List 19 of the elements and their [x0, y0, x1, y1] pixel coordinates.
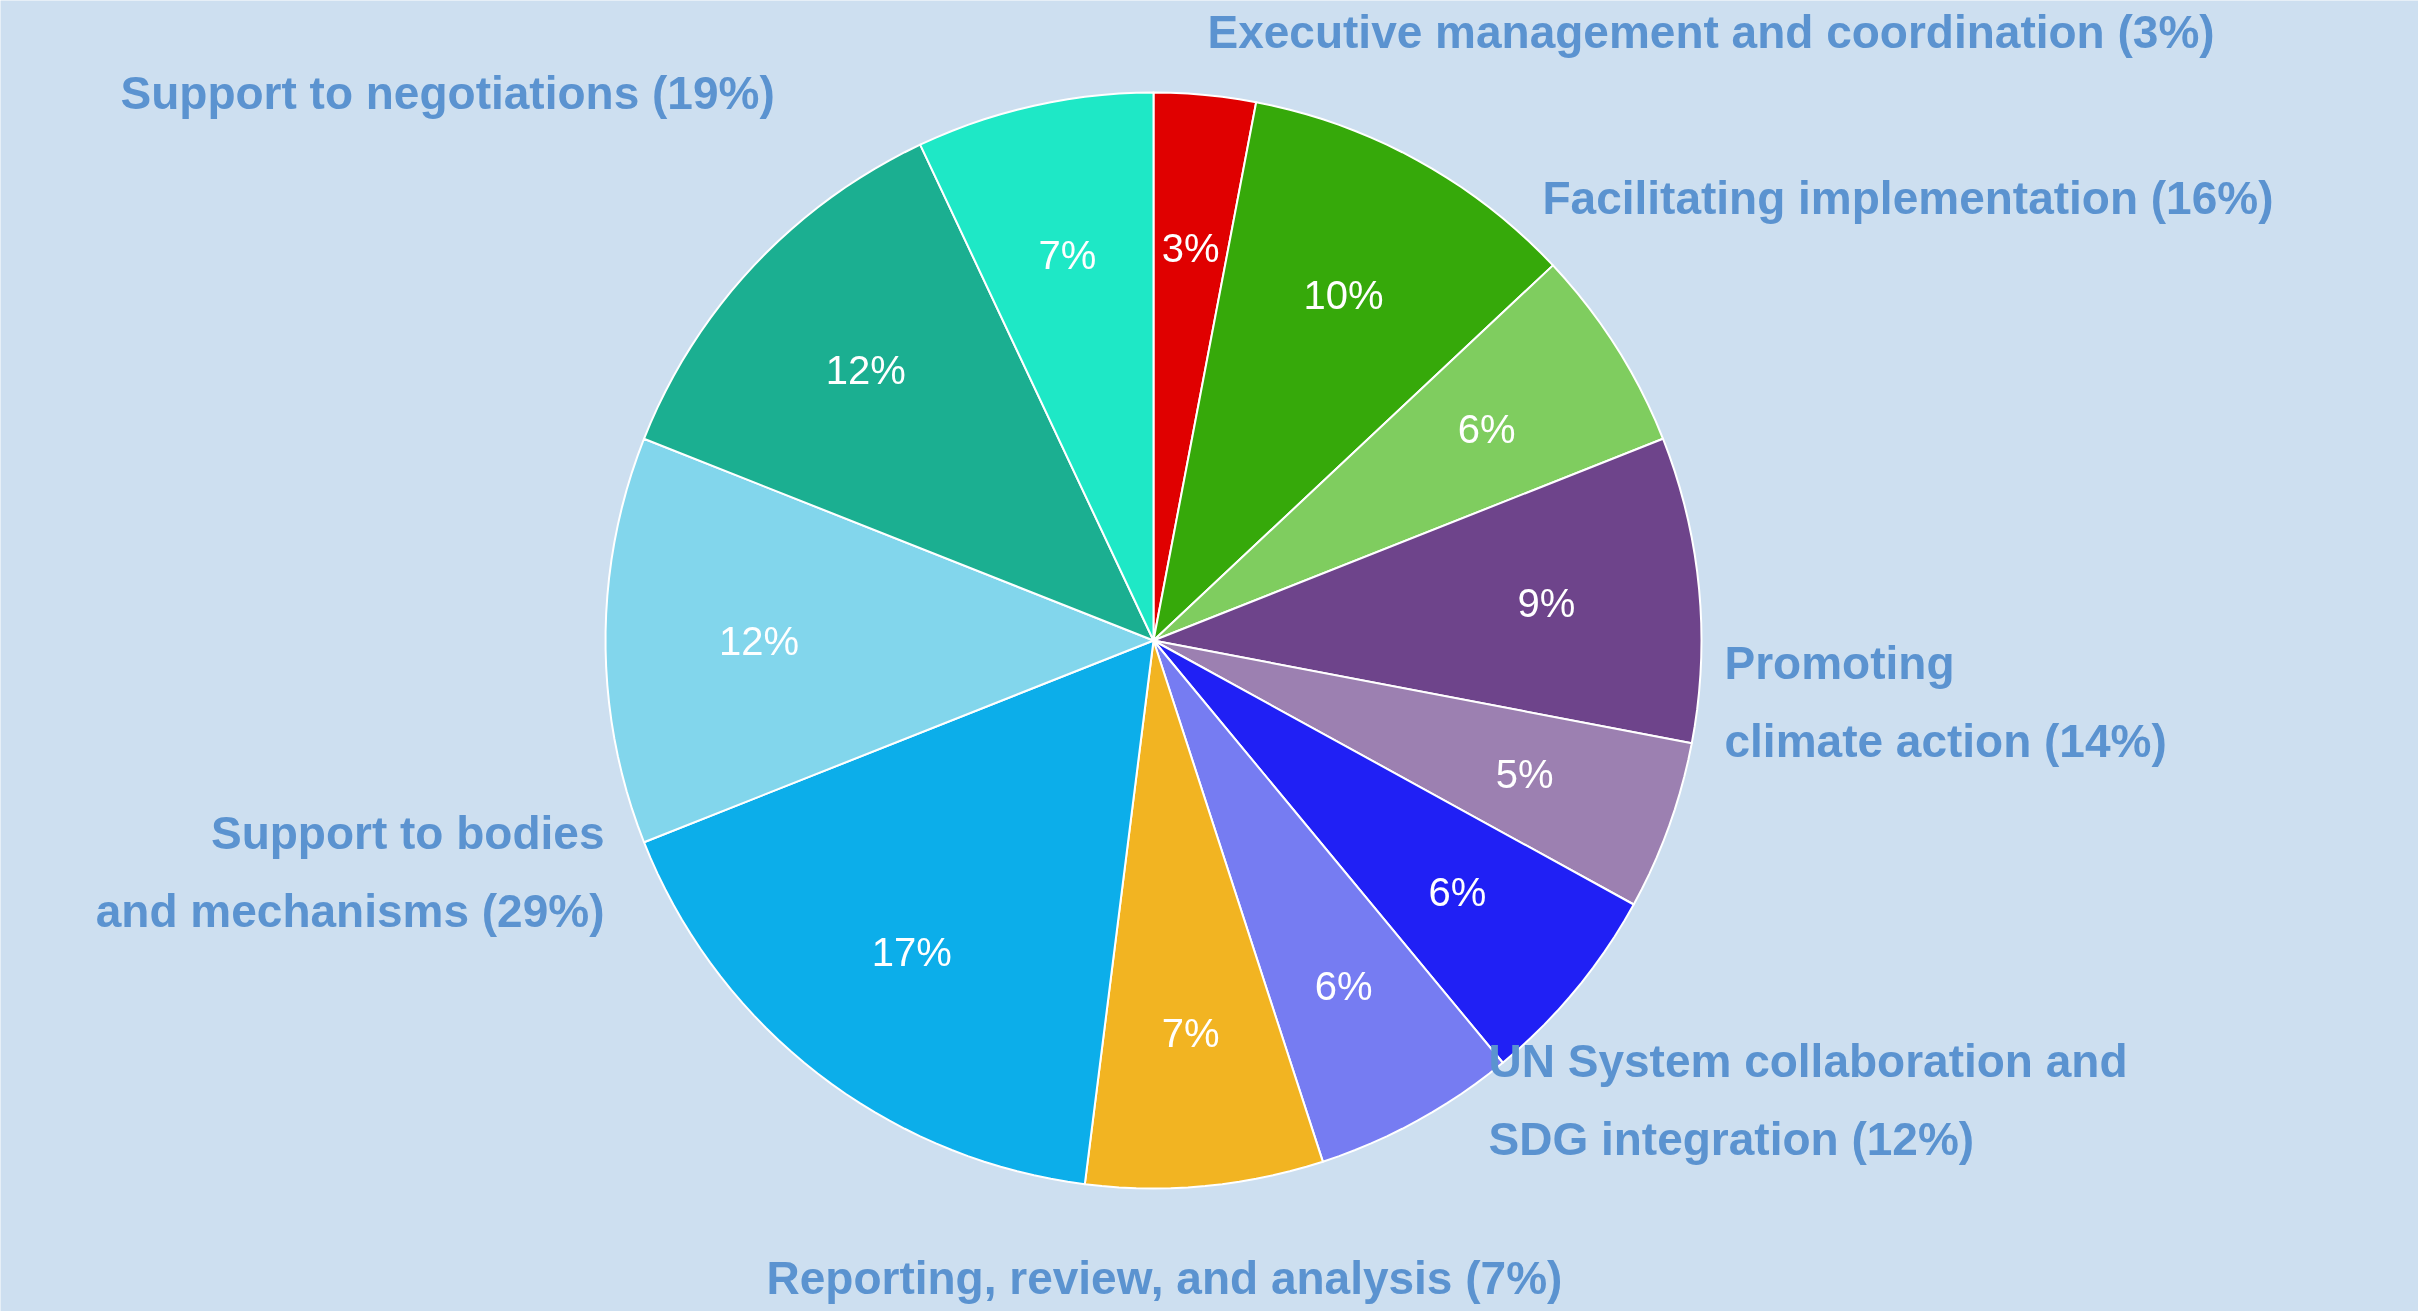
data-label: 9%: [1517, 581, 1576, 626]
data-label: 7%: [1161, 1011, 1220, 1056]
text: Promoting climate action (14%): [1724, 636, 2167, 767]
data-label: 7%: [1038, 233, 1097, 278]
text: Executive management and coordination (3%): [1207, 5, 2215, 58]
text: UN System collaboration and SDG integration (12%): [1488, 1034, 2128, 1165]
data-label: 12%: [718, 618, 799, 663]
text: Facilitating implementation (16%): [1542, 171, 2274, 224]
data-label: 5%: [1495, 752, 1554, 797]
text: Support to negotiations (19%): [120, 66, 775, 119]
data-label: 6%: [1428, 870, 1487, 914]
data-label: 3%: [1161, 225, 1220, 270]
data-label: 12%: [825, 348, 906, 393]
data-label: 6%: [1457, 407, 1516, 452]
text: Reporting, review, and analysis (7%): [766, 1251, 1563, 1304]
data-label: 6%: [1314, 964, 1373, 1009]
text: Support to bodies and mechanisms (29%): [95, 806, 605, 937]
data-label: 10%: [1303, 272, 1384, 317]
data-label: 17%: [871, 930, 952, 975]
